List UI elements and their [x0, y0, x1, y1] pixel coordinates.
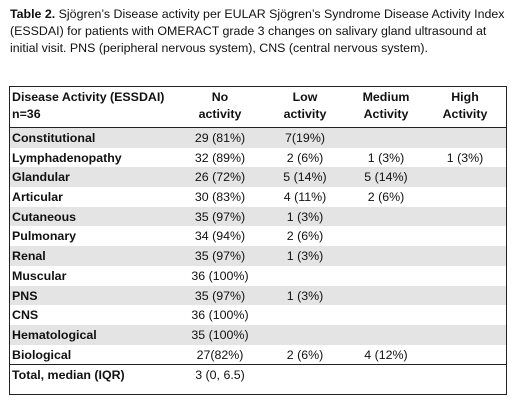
- cell-no-activity: 36 (100%): [191, 268, 249, 283]
- cell-medium-activity: 5 (14%): [364, 170, 408, 185]
- cell-low-activity: 7(19%): [285, 131, 325, 145]
- cell-no-activity: 36 (100%): [191, 308, 249, 323]
- cell-no-activity: 35 (97%): [194, 288, 246, 303]
- cell-low-activity: 5 (14%): [283, 170, 327, 185]
- row-name: Articular: [12, 190, 63, 205]
- table-row: Lymphadenopathy 32 (89%) 2 (6%) 1 (3%) 1…: [10, 148, 506, 168]
- row-name: Constitutional: [12, 131, 96, 145]
- cell-low-activity: 1 (3%): [286, 288, 324, 303]
- cell-no-activity: 32 (89%): [194, 150, 246, 165]
- header-medium-activity: Medium Activity: [362, 90, 410, 121]
- cell-no-activity: 35 (97%): [194, 209, 246, 224]
- row-name: CNS: [12, 308, 39, 323]
- table-row: Constitutional 29 (81%) 7(19%): [10, 128, 506, 148]
- cell-high-activity: 1 (3%): [446, 150, 484, 165]
- cell-medium-activity: 4 (12%): [364, 347, 408, 362]
- table-row-total: Total, median (IQR) 3 (0, 6.5): [10, 364, 506, 385]
- cell-no-activity: 34 (94%): [194, 229, 246, 244]
- table-row: Cutaneous 35 (97%) 1 (3%): [10, 206, 506, 227]
- caption-text: Sjögren’s Disease activity per EULAR Sjö…: [10, 7, 505, 55]
- table-row: Renal 35 (97%) 1 (3%): [10, 246, 506, 266]
- header-no-activity: No activity: [198, 90, 242, 121]
- table-row: Pulmonary 34 (94%) 2 (6%): [10, 226, 506, 246]
- row-name: Glandular: [12, 170, 70, 185]
- table-row: CNS 36 (100%): [10, 305, 506, 325]
- row-name: Renal: [12, 249, 46, 264]
- total-label: Total, median (IQR): [12, 368, 125, 383]
- table-caption: Table 2. Sjögren’s Disease activity per …: [10, 6, 506, 56]
- cell-low-activity: 4 (11%): [283, 190, 327, 205]
- table-row: Glandular 26 (72%) 5 (14%) 5 (14%): [10, 167, 506, 188]
- cell-no-activity: 29 (81%): [194, 131, 246, 145]
- header-disease-activity: Disease Activity (ESSDAI) n=36: [12, 90, 165, 121]
- table-row: Hematological 35 (100%): [10, 324, 506, 345]
- row-name: Cutaneous: [12, 209, 77, 224]
- table-row: Biological 27(82%) 2 (6%) 4 (12%): [10, 345, 506, 365]
- cell-low-activity: 2 (6%): [286, 347, 324, 362]
- header-low-activity: Low activity: [283, 90, 327, 121]
- header-high-activity: High Activity: [442, 90, 488, 121]
- row-name: Pulmonary: [12, 229, 77, 244]
- cell-low-activity: 2 (6%): [286, 229, 324, 244]
- row-name: Muscular: [12, 268, 67, 283]
- cell-low-activity: 2 (6%): [286, 150, 324, 165]
- row-name: Biological: [12, 347, 72, 362]
- row-name: Lymphadenopathy: [12, 150, 122, 165]
- cell-low-activity: 1 (3%): [286, 249, 324, 264]
- row-name: PNS: [12, 288, 38, 303]
- cell-medium-activity: 2 (6%): [367, 190, 405, 205]
- disease-activity-table: Disease Activity (ESSDAI) n=36 No activi…: [9, 86, 507, 395]
- cell-no-activity: 35 (100%): [191, 327, 249, 342]
- total-no-activity: 3 (0, 6.5): [195, 368, 245, 383]
- cell-no-activity: 27(82%): [196, 347, 244, 362]
- cell-medium-activity: 1 (3%): [367, 150, 405, 165]
- table-header: Disease Activity (ESSDAI) n=36 No activi…: [10, 87, 506, 128]
- caption-label: Table 2.: [10, 7, 56, 21]
- table-row: PNS 35 (97%) 1 (3%): [10, 285, 506, 306]
- row-name: Hematological: [12, 327, 97, 342]
- cell-no-activity: 35 (97%): [194, 249, 246, 264]
- table-row: Articular 30 (83%) 4 (11%) 2 (6%): [10, 187, 506, 207]
- table-row: Muscular 36 (100%): [10, 266, 506, 286]
- cell-no-activity: 30 (83%): [194, 190, 246, 205]
- cell-low-activity: 1 (3%): [286, 209, 324, 224]
- table-body: Constitutional 29 (81%) 7(19%) Lymphaden…: [10, 128, 506, 385]
- cell-no-activity: 26 (72%): [194, 170, 246, 185]
